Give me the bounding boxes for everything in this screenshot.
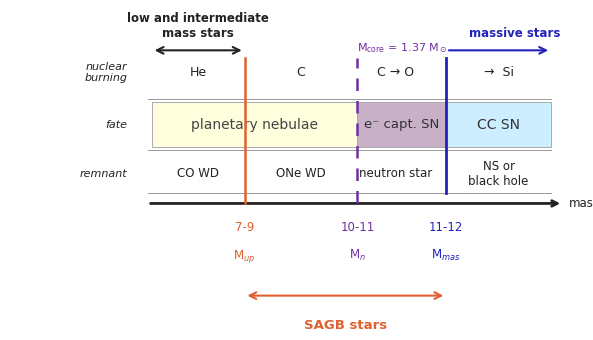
Text: low and intermediate
mass stars: low and intermediate mass stars	[127, 12, 269, 40]
Text: M$_{\rm core}$ = 1.37 M$_\odot$: M$_{\rm core}$ = 1.37 M$_\odot$	[358, 41, 448, 55]
Bar	[152, 102, 358, 147]
Text: 7-9: 7-9	[235, 221, 254, 234]
Text: 10-11: 10-11	[340, 221, 375, 234]
Text: CO WD: CO WD	[177, 167, 219, 180]
Text: 11-12: 11-12	[429, 221, 463, 234]
Text: e⁻ capt. SN: e⁻ capt. SN	[364, 118, 439, 131]
Text: planetary nebulae: planetary nebulae	[191, 118, 318, 132]
Text: M$_{up}$: M$_{up}$	[234, 248, 256, 265]
Text: C: C	[296, 66, 305, 79]
Text: He: He	[190, 66, 207, 79]
Bar	[446, 102, 551, 147]
Text: remnant: remnant	[80, 169, 127, 179]
Text: mass: mass	[569, 197, 593, 210]
Text: →  Si: → Si	[484, 66, 514, 79]
Text: NS or
black hole: NS or black hole	[468, 160, 529, 188]
Text: CC SN: CC SN	[477, 118, 520, 132]
Text: M$_{mas}$: M$_{mas}$	[432, 248, 461, 263]
Text: SAGB stars: SAGB stars	[304, 319, 387, 333]
Bar	[358, 102, 446, 147]
Text: C → O: C → O	[377, 66, 415, 79]
Text: massive stars: massive stars	[469, 27, 560, 40]
Text: M$_n$: M$_n$	[349, 248, 366, 263]
Text: fate: fate	[106, 120, 127, 130]
Text: nuclear
burning: nuclear burning	[85, 62, 127, 83]
Text: neutron star: neutron star	[359, 167, 432, 180]
Text: ONe WD: ONe WD	[276, 167, 326, 180]
